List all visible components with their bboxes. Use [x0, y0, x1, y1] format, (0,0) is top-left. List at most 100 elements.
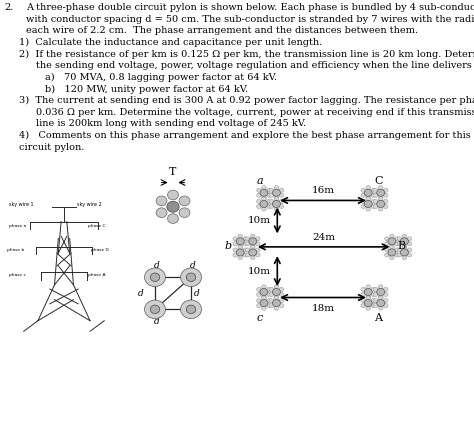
Circle shape: [374, 287, 378, 292]
Circle shape: [371, 193, 375, 197]
Circle shape: [269, 287, 273, 292]
Circle shape: [262, 306, 266, 310]
Text: d: d: [154, 261, 159, 270]
Circle shape: [156, 208, 167, 218]
Circle shape: [167, 201, 179, 212]
Circle shape: [390, 245, 394, 249]
Text: d: d: [138, 289, 144, 298]
Circle shape: [249, 249, 257, 256]
Circle shape: [383, 204, 388, 208]
Text: phase D: phase D: [91, 248, 108, 252]
Circle shape: [256, 298, 261, 303]
Text: C: C: [374, 176, 383, 186]
Circle shape: [274, 285, 279, 289]
Text: phase c: phase c: [9, 273, 27, 276]
Circle shape: [377, 288, 385, 295]
Circle shape: [402, 244, 407, 249]
Circle shape: [250, 234, 255, 238]
Text: phase A: phase A: [88, 273, 105, 276]
Circle shape: [364, 300, 372, 307]
Circle shape: [274, 196, 279, 200]
Circle shape: [402, 234, 407, 238]
Circle shape: [366, 196, 371, 200]
Circle shape: [179, 208, 190, 218]
Circle shape: [269, 292, 273, 297]
Circle shape: [388, 249, 396, 256]
Text: 10m: 10m: [248, 216, 271, 225]
Circle shape: [361, 287, 365, 292]
Circle shape: [256, 204, 261, 208]
Circle shape: [383, 287, 388, 292]
Circle shape: [366, 306, 371, 310]
Circle shape: [269, 193, 273, 197]
Circle shape: [361, 292, 365, 297]
Circle shape: [274, 186, 279, 190]
Circle shape: [273, 200, 281, 208]
Text: 16m: 16m: [311, 186, 335, 195]
Text: 0.036 Ω per km. Determine the voltage, current, power at receiving end if this t: 0.036 Ω per km. Determine the voltage, c…: [36, 108, 474, 116]
Circle shape: [371, 199, 375, 203]
Text: 24m: 24m: [312, 233, 335, 242]
Circle shape: [236, 238, 244, 245]
Circle shape: [383, 188, 388, 192]
Circle shape: [273, 288, 281, 295]
Circle shape: [255, 237, 260, 241]
Text: phase a: phase a: [9, 224, 27, 227]
Circle shape: [279, 298, 284, 303]
Text: b: b: [225, 241, 232, 251]
Circle shape: [401, 249, 409, 256]
Circle shape: [181, 268, 201, 287]
Circle shape: [395, 248, 399, 252]
Text: 1)  Calculate the inductance and capacitance per unit length.: 1) Calculate the inductance and capacita…: [19, 38, 322, 47]
Circle shape: [256, 292, 261, 297]
Text: d: d: [194, 289, 200, 298]
Circle shape: [145, 300, 165, 319]
Circle shape: [256, 287, 261, 292]
Text: 10m: 10m: [248, 267, 271, 276]
Circle shape: [407, 253, 412, 257]
Circle shape: [256, 188, 261, 192]
Circle shape: [269, 298, 273, 303]
Circle shape: [366, 295, 371, 299]
Text: d: d: [154, 316, 159, 326]
Circle shape: [378, 295, 383, 299]
Circle shape: [262, 295, 266, 299]
Circle shape: [384, 248, 389, 252]
Circle shape: [366, 296, 371, 300]
Text: sky wire 1: sky wire 1: [9, 202, 34, 206]
Circle shape: [397, 237, 401, 241]
Circle shape: [279, 188, 284, 192]
Circle shape: [384, 253, 389, 257]
Circle shape: [279, 204, 284, 208]
Circle shape: [150, 305, 160, 314]
Circle shape: [262, 207, 266, 211]
Circle shape: [374, 292, 378, 297]
Circle shape: [274, 295, 279, 299]
Circle shape: [371, 292, 375, 297]
Circle shape: [279, 292, 284, 297]
Circle shape: [371, 303, 375, 308]
Circle shape: [250, 245, 255, 249]
Circle shape: [156, 196, 167, 206]
Circle shape: [383, 193, 388, 197]
Text: b)   120 MW, unity power factor at 64 kV.: b) 120 MW, unity power factor at 64 kV.: [45, 84, 248, 94]
Circle shape: [274, 296, 279, 300]
Circle shape: [269, 199, 273, 203]
Circle shape: [397, 242, 401, 246]
Circle shape: [364, 288, 372, 295]
Circle shape: [361, 199, 365, 203]
Circle shape: [364, 189, 372, 196]
Circle shape: [255, 242, 260, 246]
Circle shape: [249, 238, 257, 245]
Circle shape: [378, 197, 383, 201]
Circle shape: [371, 188, 375, 192]
Circle shape: [371, 298, 375, 303]
Circle shape: [186, 305, 196, 314]
Circle shape: [378, 285, 383, 289]
Circle shape: [384, 237, 389, 241]
Circle shape: [233, 253, 237, 257]
Circle shape: [390, 255, 394, 260]
Circle shape: [256, 303, 261, 308]
Text: 3)  The current at sending end is 300 A at 0.92 power factor lagging. The resist: 3) The current at sending end is 300 A a…: [19, 96, 474, 106]
Circle shape: [374, 303, 378, 308]
